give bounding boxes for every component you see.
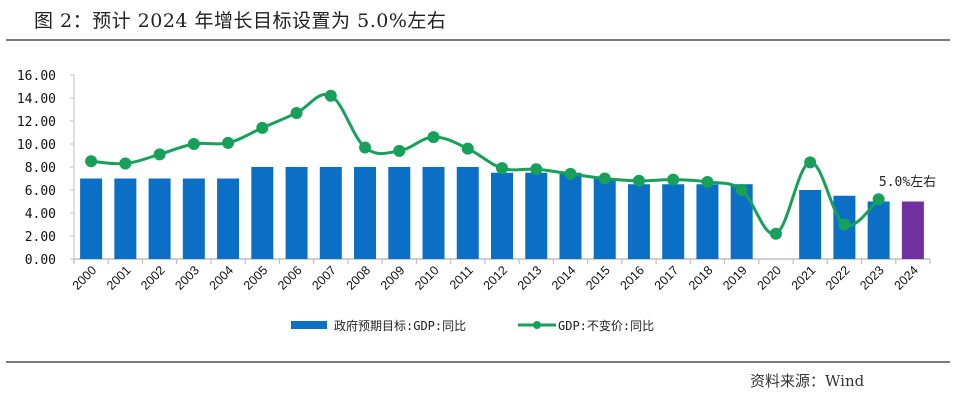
bar (354, 167, 377, 259)
line-point (872, 193, 885, 206)
line-point (461, 142, 474, 155)
line-point (769, 227, 782, 240)
x-tick-label: 2003 (172, 263, 202, 293)
y-tick-label: 2.00 (25, 230, 56, 245)
line-point (598, 172, 611, 185)
legend: 政府预期目标:GDP:同比 GDP:不变价:同比 (291, 318, 654, 333)
line-point (530, 163, 543, 176)
line-point (667, 173, 680, 186)
x-tick-label: 2019 (720, 263, 750, 293)
x-tick-label: 2022 (823, 263, 853, 293)
bar (422, 167, 445, 259)
line-point (324, 89, 337, 102)
bar (182, 178, 205, 259)
bar (114, 178, 137, 259)
bar (148, 178, 171, 259)
line-point (359, 141, 372, 154)
line-point (119, 157, 132, 170)
bar (696, 184, 719, 259)
x-tick-label: 2001 (104, 263, 134, 293)
x-tick-label: 2021 (789, 263, 819, 293)
legend-bar-label: 政府预期目标:GDP:同比 (334, 318, 466, 333)
bar (525, 172, 548, 259)
bar (456, 167, 479, 259)
figure-title: 图 2：预计 2024 年增长目标设置为 5.0%左右 (34, 10, 447, 32)
bar (627, 184, 650, 259)
bottom-rule (6, 361, 950, 363)
bar (251, 167, 274, 259)
bar (559, 172, 582, 259)
line-point (496, 162, 508, 175)
bar (80, 178, 103, 259)
y-tick-label: 8.00 (25, 161, 56, 176)
bar (867, 201, 890, 259)
x-tick-label: 2012 (481, 263, 511, 293)
y-tick-label: 6.00 (25, 184, 56, 199)
x-tick-label: 2010 (412, 263, 442, 293)
x-tick-label: 2014 (549, 263, 579, 293)
line-point (427, 131, 440, 144)
y-tick-label: 0.00 (25, 253, 56, 268)
line-point (804, 156, 817, 169)
line-point (393, 144, 406, 157)
line-series (85, 89, 885, 240)
bar (799, 190, 822, 259)
x-tick-label: 2002 (138, 263, 168, 293)
bar-series (80, 167, 924, 259)
bar (901, 201, 924, 259)
x-tick-label: 2007 (309, 263, 339, 293)
bar (491, 172, 513, 259)
x-tick-label: 2018 (686, 263, 716, 293)
line-point (222, 136, 235, 149)
line-point (632, 174, 645, 187)
line-point (256, 121, 269, 134)
line-point (187, 138, 200, 150)
x-tick-label: 2011 (447, 263, 476, 292)
bar (730, 184, 753, 259)
source-note: 资料来源：Wind (750, 372, 865, 390)
y-tick-label: 10.00 (17, 138, 56, 153)
x-tick-label: 2000 (70, 263, 100, 293)
x-tick-label: 2020 (754, 263, 784, 293)
x-tick-label: 2015 (583, 263, 613, 293)
y-tick-label: 12.00 (17, 115, 56, 130)
bar (388, 167, 411, 259)
line-point (564, 167, 577, 180)
bar (285, 167, 308, 259)
line-point (290, 106, 303, 119)
x-tick-label: 2008 (344, 263, 374, 293)
y-tick-label: 16.00 (17, 69, 56, 84)
bar (319, 167, 342, 259)
x-tick-label: 2004 (207, 263, 237, 293)
x-tick-label: 2023 (857, 263, 887, 293)
legend-line-marker (533, 321, 541, 329)
bar (593, 178, 616, 259)
line-point (838, 218, 851, 231)
annotation-label: 5.0%左右 (879, 175, 936, 190)
legend-bar-swatch (291, 321, 327, 329)
x-tick-label: 2024 (891, 263, 921, 293)
x-tick-label: 2013 (515, 263, 545, 293)
line-point (85, 155, 98, 168)
line-point (701, 175, 714, 188)
line-point (735, 184, 748, 196)
top-rule (6, 39, 950, 41)
legend-line-label: GDP:不变价:同比 (558, 318, 654, 333)
bar (662, 184, 685, 259)
annotations: 5.0%左右 (879, 175, 936, 190)
x-tick-label: 2016 (618, 263, 648, 293)
x-tick-label: 2017 (652, 263, 682, 293)
gdp-line (90, 92, 880, 236)
x-tick-label: 2006 (275, 263, 305, 293)
x-axis: 2000 2001 2002 2003 2004 2005 2006 2007 2008 2009… (70, 258, 931, 293)
x-tick-label: 2005 (241, 263, 271, 293)
bar (217, 178, 240, 259)
y-tick-label: 14.00 (17, 92, 56, 107)
x-tick-label: 2009 (378, 263, 408, 293)
line-point (153, 148, 166, 161)
y-axis: 0.00 2.00 4.00 6.00 8.00 10.00 12.00 14.00 16.00 (17, 69, 75, 268)
gdp-chart: 0.00 2.00 4.00 6.00 8.00 10.00 12.00 14.00 16.00… (17, 69, 936, 333)
y-tick-label: 4.00 (25, 207, 56, 222)
